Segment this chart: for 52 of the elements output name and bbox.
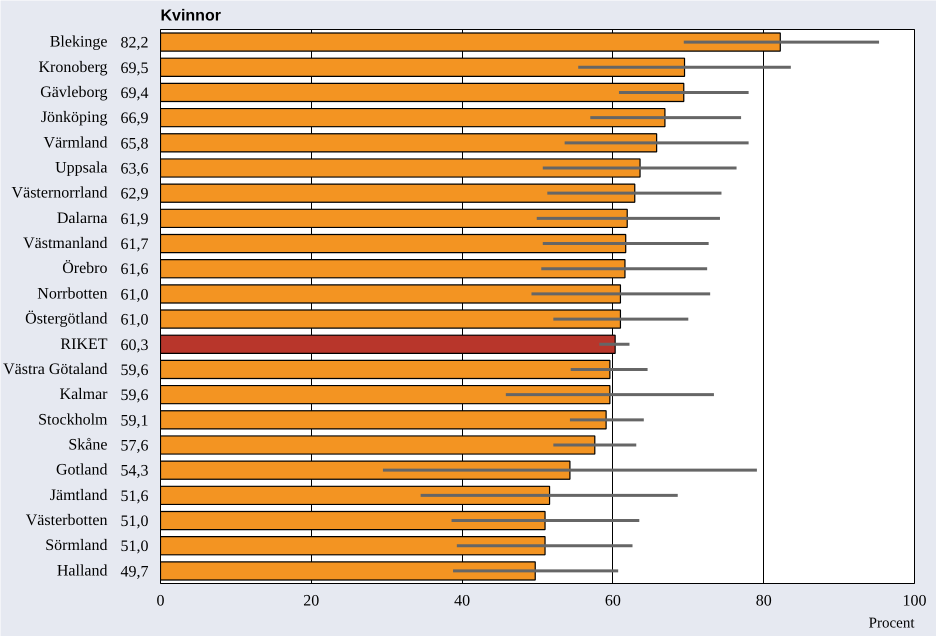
- y-tick-label: Sörmland: [45, 537, 108, 554]
- x-tick-label: 40: [454, 592, 470, 610]
- y-tick-label: Örebro: [62, 260, 108, 278]
- data-label: 69,4: [120, 84, 148, 102]
- y-tick-label: Jönköping: [40, 109, 108, 126]
- y-tick-label: Västerbotten: [26, 512, 108, 530]
- y-tick-label: Kronoberg: [38, 58, 108, 76]
- chart-title: Kvinnor: [160, 8, 221, 24]
- data-label: 51,0: [120, 513, 148, 530]
- y-tick-label: Östergötland: [25, 310, 108, 328]
- y-tick-label: Västra Götaland: [3, 360, 108, 378]
- data-label: 49,7: [120, 563, 148, 580]
- y-tick-label: Kalmar: [60, 386, 108, 404]
- y-tick-label: Blekinge: [50, 34, 108, 51]
- data-label: 60,3: [120, 336, 148, 354]
- data-label: 62,9: [120, 186, 148, 203]
- data-label: 61,6: [120, 261, 148, 278]
- y-tick-label: Dalarna: [56, 210, 108, 227]
- data-label: 82,2: [120, 34, 148, 52]
- data-label: 66,9: [120, 110, 148, 128]
- data-label: 61,7: [120, 236, 148, 254]
- y-tick-label: Jämtland: [50, 486, 108, 504]
- y-tick-label: Gävleborg: [40, 84, 108, 101]
- y-tick-label: Stockholm: [38, 411, 108, 428]
- data-label: 61,0: [120, 286, 148, 304]
- data-label: 65,8: [120, 135, 148, 152]
- x-tick-label: 60: [604, 592, 621, 610]
- y-tick-label: RIKET: [60, 336, 108, 353]
- data-label: 61,9: [120, 210, 148, 228]
- y-tick-label: Skåne: [68, 436, 108, 454]
- y-tick-label: Västmanland: [23, 235, 108, 252]
- y-tick-label: Gotland: [56, 462, 108, 479]
- x-tick-label: 0: [156, 592, 164, 610]
- data-label: 51,6: [120, 488, 148, 505]
- y-tick-label: Uppsala: [55, 160, 108, 176]
- data-label: 63,6: [120, 160, 148, 178]
- data-label: 61,0: [120, 312, 148, 329]
- x-tick-label: 80: [756, 592, 772, 610]
- data-label: 69,5: [120, 60, 148, 77]
- data-label: 51,0: [120, 538, 148, 556]
- y-tick-label: Västernorrland: [12, 184, 108, 202]
- data-label: 59,6: [120, 362, 148, 379]
- x-tick-label: 100: [902, 592, 926, 610]
- data-label: 59,6: [120, 387, 148, 404]
- data-label: 57,6: [120, 438, 148, 454]
- y-tick-label: Halland: [56, 562, 108, 580]
- x-axis-title: Procent: [868, 616, 916, 632]
- x-tick-label: 20: [303, 592, 320, 610]
- data-label: 59,1: [120, 412, 148, 430]
- y-tick-label: Norrbotten: [37, 285, 108, 302]
- data-label: 54,3: [120, 462, 148, 480]
- y-tick-label: Värmland: [44, 134, 108, 152]
